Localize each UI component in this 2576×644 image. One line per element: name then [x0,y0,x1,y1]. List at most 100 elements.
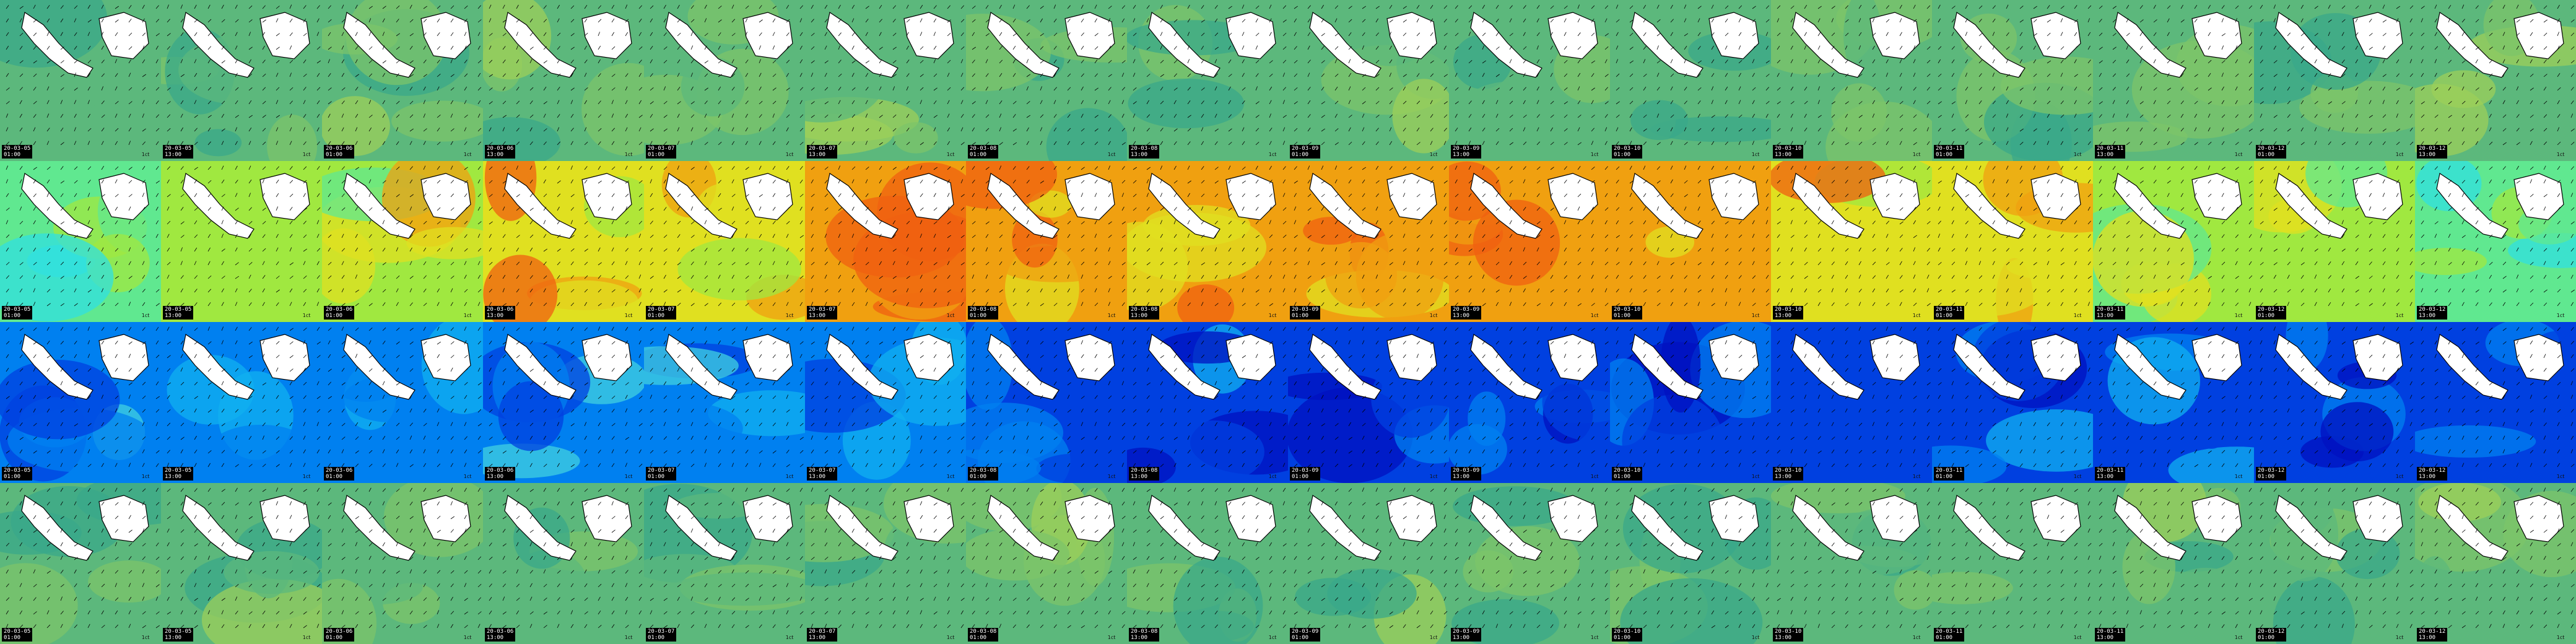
wind-arrow [464,32,467,37]
wind-arrow [1577,193,1582,198]
timestamp-time: 13:00 [1131,152,1148,158]
wind-arrow [1455,59,1458,64]
wind-arrow [1509,193,1512,198]
wind-arrow [33,381,37,386]
wind-arrow [2287,72,2290,77]
wind-arrow [2112,128,2117,132]
wind-arrow [1899,18,1902,23]
wind-arrow [1012,86,1016,91]
wind-arrow [1294,87,1298,91]
wind-arrow [87,449,90,454]
wind-arrow [101,221,105,225]
wind-arrow [167,247,170,252]
wind-arrow [650,276,654,279]
wind-arrow [2235,167,2239,170]
field-blob [1932,246,2049,317]
wind-arrow [142,368,146,372]
timestamp-time: 01:00 [326,313,343,319]
wind-arrow [1845,180,1848,184]
timestamp-label: 20-03-05 13:00 [163,306,194,320]
wind-arrow [2167,193,2170,198]
land-mass [2114,12,2242,78]
wind-arrow [235,141,238,146]
land-mass [2436,173,2564,239]
wind-arrow [2434,115,2439,118]
wind-arrow [2099,141,2103,146]
wind-arrow [2328,73,2331,77]
wind-arrow [1321,220,1324,225]
land-mass [2275,12,2403,78]
wind-arrow [1362,87,1366,91]
wind-arrow [1214,59,1217,64]
wind-arrow [1026,206,1029,211]
wind-arrow [101,274,105,279]
wind-arrow [235,207,239,211]
wind-arrow [289,328,294,331]
wind-arrow [985,128,990,132]
wind-arrow [167,261,171,266]
map-tile: 20-03-11 13:00 1ct [2093,161,2254,322]
wind-arrow [960,166,964,170]
wind-arrow [920,59,924,64]
wind-arrow [155,33,160,37]
wind-arrow [382,302,386,307]
wind-arrow [1684,33,1688,37]
wind-arrow [1214,100,1218,105]
wind-arrow [1965,220,1969,225]
wind-arrow [2019,114,2024,118]
wind-arrow [2208,261,2211,266]
wind-arrow [1094,59,1098,64]
wind-arrow [194,19,198,23]
wind-arrow [2369,233,2372,238]
wind-arrow [745,276,749,279]
wind-arrow [396,127,399,132]
wind-arrow [368,328,373,331]
wind-arrow [2341,274,2344,279]
timestamp-date: 20-03-06 [487,307,514,313]
wind-arrow [423,368,427,372]
wind-arrow [74,72,76,77]
wind-arrow [115,395,119,399]
map-tile: 20-03-09 01:00 1ct [1288,161,1449,322]
wind-arrow [1067,193,1071,198]
wind-arrow [1081,207,1084,211]
wind-arrow [142,247,145,252]
wind-arrow [2248,248,2252,252]
wind-arrow [972,114,975,118]
wind-arrow [557,206,560,211]
wind-arrow [207,87,212,91]
wind-arrow [355,303,359,307]
wind-arrow [1228,302,1232,307]
wind-arrow [947,33,951,37]
wind-arrow [1416,86,1419,91]
wind-arrow [1684,180,1688,184]
wind-arrow [2543,86,2547,91]
wind-arrow [33,73,37,77]
wind-arrow [2074,74,2078,77]
wind-arrow [2060,248,2064,252]
wind-arrow [1348,141,1352,146]
wind-arrow [396,166,400,170]
wind-arrow [101,141,104,146]
wind-arrow [194,302,198,307]
wind-arrow [2099,87,2103,91]
wind-arrow [1711,220,1715,225]
wind-arrow [2557,247,2560,252]
wind-arrow [1629,73,1634,77]
wind-arrow [316,463,320,468]
wind-arrow [1362,19,1366,23]
wind-arrow [1845,261,1848,266]
wind-arrow [1334,288,1337,293]
wind-arrow [2382,179,2385,184]
wind-arrow [1094,73,1098,77]
wind-arrow [1965,274,1969,279]
wind-arrow [194,289,198,293]
wind-arrow [1536,114,1540,118]
wind-arrow [570,220,573,225]
wind-arrow [2341,165,2344,170]
wind-arrow [2421,114,2425,118]
wind-arrow [1012,261,1016,266]
wind-arrow [1577,166,1581,170]
wind-arrow [960,302,964,307]
wind-arrow [2087,166,2091,170]
